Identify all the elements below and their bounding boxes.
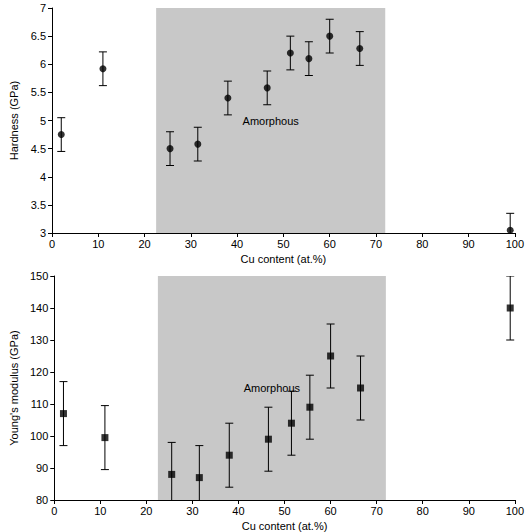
svg-text:Cu content (at.%): Cu content (at.%) [242, 520, 328, 532]
svg-text:Hardness (GPa): Hardness (GPa) [8, 81, 20, 160]
svg-text:40: 40 [232, 505, 244, 517]
svg-text:60: 60 [324, 238, 336, 250]
svg-text:90: 90 [463, 505, 475, 517]
svg-text:30: 30 [185, 238, 197, 250]
svg-text:Cu content (at.%): Cu content (at.%) [241, 253, 327, 265]
svg-text:60: 60 [324, 505, 336, 517]
svg-text:6.5: 6.5 [31, 30, 46, 42]
svg-text:30: 30 [186, 505, 198, 517]
svg-text:0: 0 [51, 505, 57, 517]
svg-text:90: 90 [36, 462, 48, 474]
svg-text:130: 130 [30, 334, 48, 346]
svg-text:4.5: 4.5 [31, 143, 46, 155]
svg-text:40: 40 [231, 238, 243, 250]
svg-text:50: 50 [278, 505, 290, 517]
svg-text:4: 4 [40, 171, 46, 183]
svg-text:5: 5 [40, 115, 46, 127]
svg-text:150: 150 [30, 270, 48, 282]
svg-text:7: 7 [40, 2, 46, 14]
svg-text:3: 3 [40, 227, 46, 239]
svg-text:Amorphous: Amorphous [244, 382, 301, 394]
svg-text:80: 80 [416, 238, 428, 250]
svg-text:80: 80 [417, 505, 429, 517]
svg-text:140: 140 [30, 302, 48, 314]
svg-text:20: 20 [140, 505, 152, 517]
svg-text:70: 70 [370, 238, 382, 250]
svg-text:5.5: 5.5 [31, 86, 46, 98]
svg-text:70: 70 [371, 505, 383, 517]
svg-text:3.5: 3.5 [31, 199, 46, 211]
svg-text:0: 0 [49, 238, 55, 250]
svg-text:10: 10 [92, 238, 104, 250]
svg-text:10: 10 [94, 505, 106, 517]
svg-text:Amorphous: Amorphous [243, 115, 300, 127]
svg-text:100: 100 [506, 505, 524, 517]
svg-text:50: 50 [277, 238, 289, 250]
svg-text:Young's modulus (GPa): Young's modulus (GPa) [8, 330, 20, 445]
svg-text:80: 80 [36, 494, 48, 506]
svg-text:90: 90 [462, 238, 474, 250]
svg-text:120: 120 [30, 366, 48, 378]
svg-text:100: 100 [30, 430, 48, 442]
svg-text:20: 20 [138, 238, 150, 250]
svg-text:110: 110 [31, 398, 49, 410]
svg-text:6: 6 [40, 58, 46, 70]
svg-text:100: 100 [506, 238, 524, 250]
